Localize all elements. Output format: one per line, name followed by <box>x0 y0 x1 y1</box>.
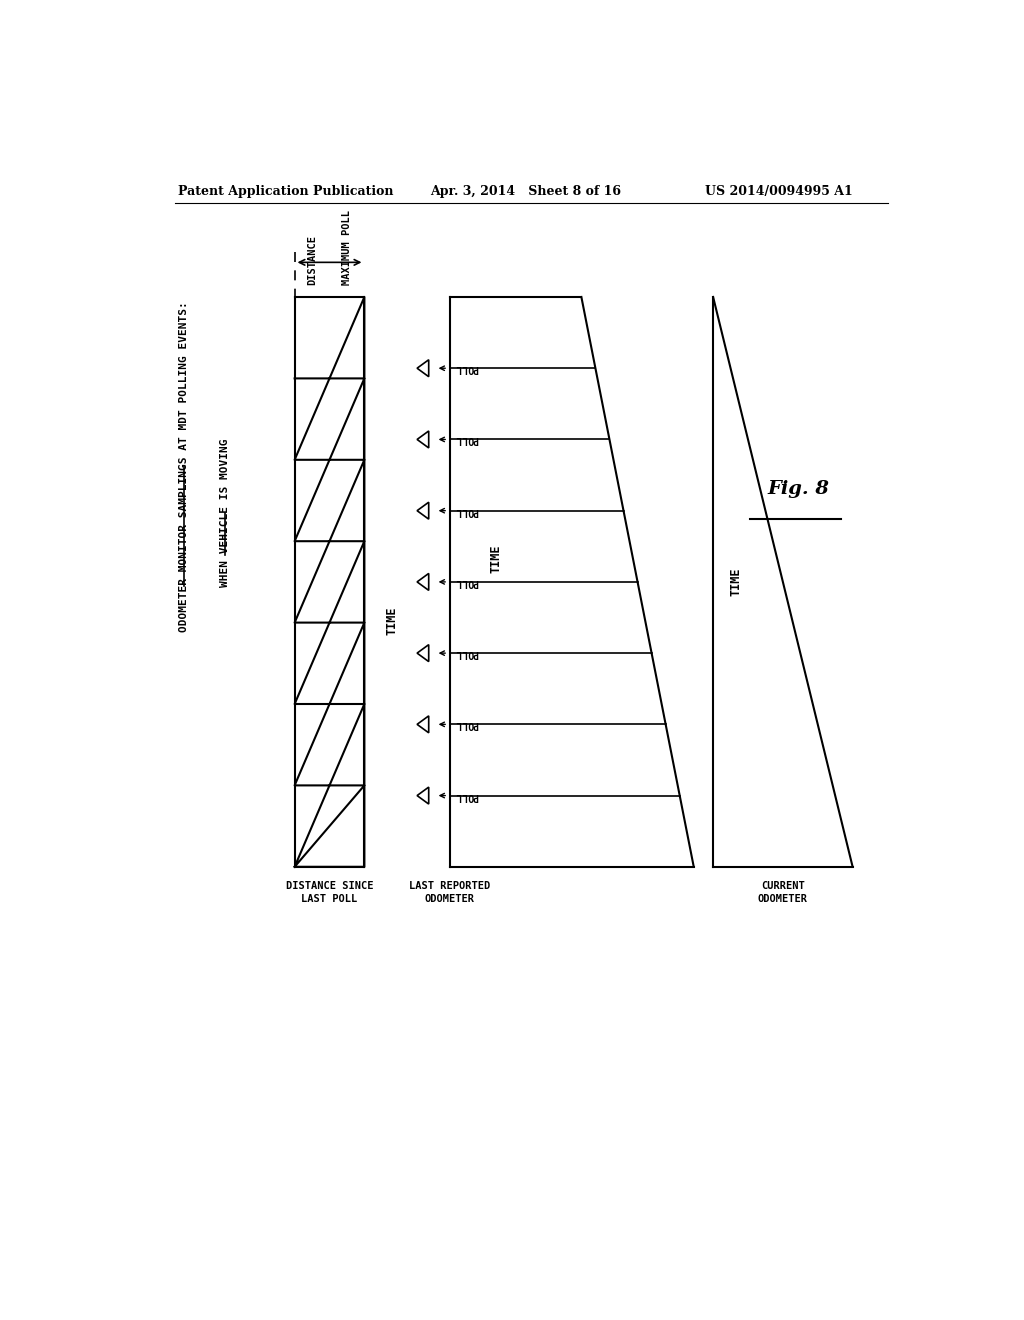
Text: TIME: TIME <box>385 606 398 635</box>
Text: Apr. 3, 2014   Sheet 8 of 16: Apr. 3, 2014 Sheet 8 of 16 <box>430 185 622 198</box>
Text: MAXIMUM POLL: MAXIMUM POLL <box>342 210 351 285</box>
Text: POLL: POLL <box>455 506 478 516</box>
Text: POLL: POLL <box>455 791 478 800</box>
Text: DISTANCE: DISTANCE <box>307 235 317 285</box>
Text: POLL: POLL <box>455 577 478 587</box>
Text: POLL: POLL <box>455 719 478 730</box>
Text: Patent Application Publication: Patent Application Publication <box>178 185 394 198</box>
Text: TIME: TIME <box>730 568 742 597</box>
Text: DISTANCE SINCE
LAST POLL: DISTANCE SINCE LAST POLL <box>286 880 374 904</box>
Text: POLL: POLL <box>455 648 478 659</box>
Text: US 2014/0094995 A1: US 2014/0094995 A1 <box>706 185 853 198</box>
Text: CURRENT
ODOMETER: CURRENT ODOMETER <box>758 880 808 904</box>
Text: LAST REPORTED
ODOMETER: LAST REPORTED ODOMETER <box>409 880 490 904</box>
Text: Fig. 8: Fig. 8 <box>767 480 829 499</box>
Text: POLL: POLL <box>455 434 478 445</box>
Text: TIME: TIME <box>489 545 503 573</box>
Text: ODOMETER MONITOR SAMPLINGS AT MDT POLLING EVENTS:: ODOMETER MONITOR SAMPLINGS AT MDT POLLIN… <box>179 301 188 632</box>
Text: WHEN VEHICLE IS MOVING: WHEN VEHICLE IS MOVING <box>220 438 229 587</box>
Text: POLL: POLL <box>455 363 478 374</box>
